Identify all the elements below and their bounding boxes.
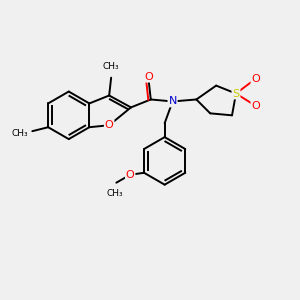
Text: O: O	[251, 74, 260, 84]
Text: CH₃: CH₃	[12, 129, 28, 138]
Text: CH₃: CH₃	[106, 189, 123, 198]
Text: O: O	[105, 120, 113, 130]
Text: O: O	[251, 101, 260, 111]
Text: O: O	[126, 170, 135, 180]
Text: S: S	[232, 88, 239, 98]
Text: N: N	[168, 97, 177, 106]
Text: CH₃: CH₃	[103, 62, 119, 71]
Text: O: O	[144, 72, 153, 82]
